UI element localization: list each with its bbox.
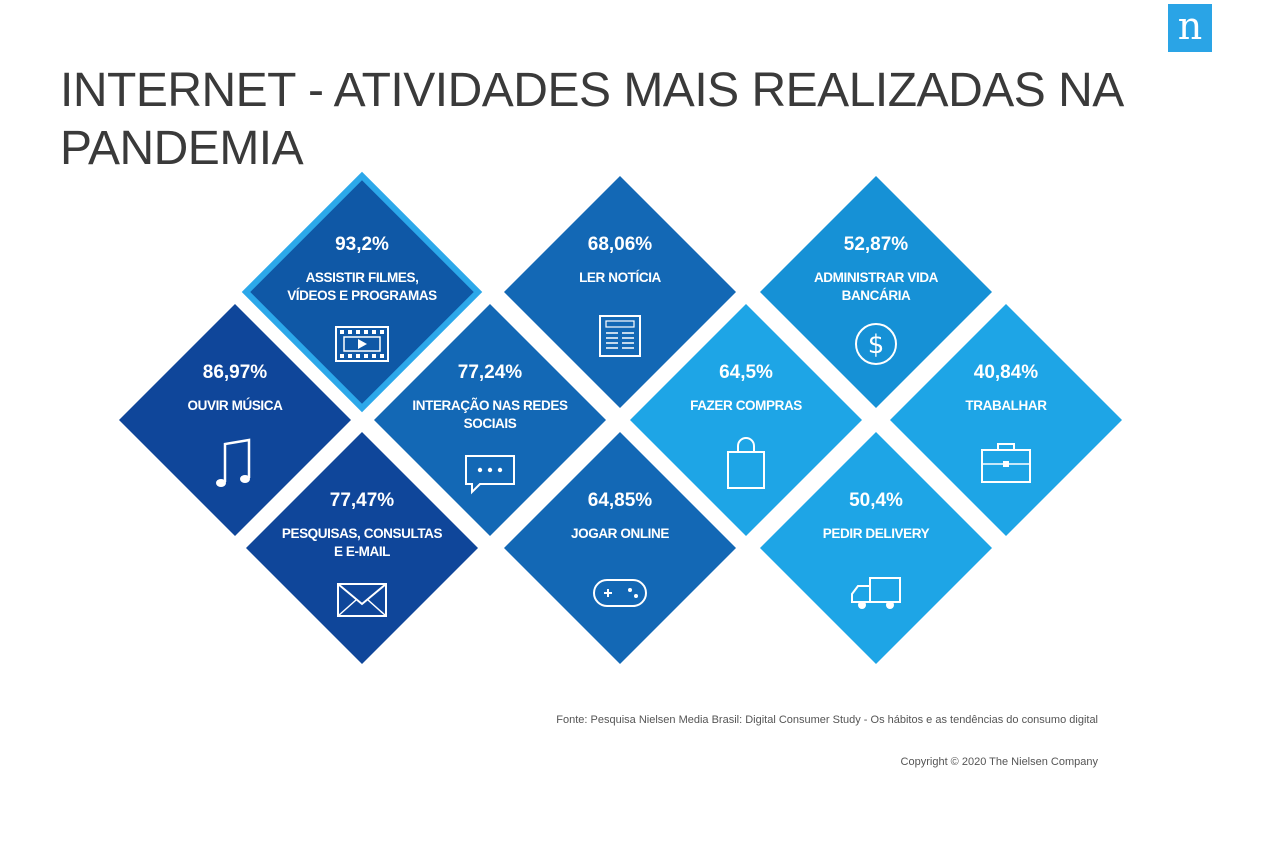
- chat-icon: [465, 455, 515, 495]
- tile-label: PEDIR DELIVERY: [823, 526, 930, 541]
- tile-shape: [890, 304, 1122, 536]
- tile-label: ASSISTIR FILMES,: [306, 270, 419, 285]
- truck-icon: [851, 577, 901, 609]
- tile-shape: [374, 304, 606, 536]
- activity-tile: 93,2% ASSISTIR FILMES, VÍDEOS E PROGRAMAS: [241, 171, 483, 413]
- activity-tile: 68,06% LER NOTÍCIA: [504, 176, 736, 408]
- tile-label: BANCÁRIA: [842, 288, 911, 303]
- activity-tile: 64,85% JOGAR ONLINE: [504, 432, 736, 664]
- tile-shape: [760, 432, 992, 664]
- tile-value: 86,97%: [203, 362, 268, 383]
- envelope-icon: [337, 583, 387, 617]
- tile-label: OUVIR MÚSICA: [188, 398, 284, 413]
- activity-tile: 52,87% ADMINISTRAR VIDA BANCÁRIA $: [760, 176, 992, 408]
- shopping-bag-icon: [727, 437, 765, 489]
- tile-value: 77,47%: [330, 490, 395, 511]
- nielsen-logo: n: [1168, 4, 1212, 52]
- tile-shape: [760, 176, 992, 408]
- source-note: Fonte: Pesquisa Nielsen Media Brasil: Di…: [556, 714, 1098, 726]
- briefcase-icon: [981, 443, 1031, 483]
- tile-value: 93,2%: [335, 234, 389, 255]
- activity-tile: 77,24% INTERAÇÃO NAS REDES SOCIAIS: [374, 304, 606, 536]
- music-note-icon: [216, 438, 251, 487]
- tile-label: PESQUISAS, CONSULTAS: [282, 526, 443, 541]
- tile-shape: [246, 432, 478, 664]
- tile-label: FAZER COMPRAS: [690, 398, 802, 413]
- tile-value: 77,24%: [458, 362, 523, 383]
- tile-label: SOCIAIS: [464, 416, 517, 431]
- film-icon: [335, 326, 389, 362]
- svg-text:$: $: [868, 330, 885, 360]
- tile-value: 64,5%: [719, 362, 773, 383]
- activity-tile: 86,97% OUVIR MÚSICA: [119, 304, 351, 536]
- gamepad-icon: [593, 579, 647, 607]
- tile-label: TRABALHAR: [965, 398, 1047, 413]
- dollar-icon: $: [855, 323, 897, 365]
- tile-label: E E-MAIL: [334, 544, 390, 559]
- tile-shape: [504, 432, 736, 664]
- tile-value: 52,87%: [844, 234, 909, 255]
- tile-shape: [119, 304, 351, 536]
- copyright-note: Copyright © 2020 The Nielsen Company: [900, 756, 1098, 768]
- tile-label: LER NOTÍCIA: [579, 270, 661, 285]
- tile-label: ADMINISTRAR VIDA: [814, 270, 939, 285]
- tile-value: 40,84%: [974, 362, 1039, 383]
- tile-shape: [241, 171, 483, 413]
- tile-label: JOGAR ONLINE: [571, 526, 669, 541]
- tile-label: VÍDEOS E PROGRAMAS: [287, 288, 437, 303]
- activity-tile: 77,47% PESQUISAS, CONSULTAS E E-MAIL: [246, 432, 478, 664]
- newspaper-icon: [599, 315, 641, 357]
- activity-tile: 50,4% PEDIR DELIVERY: [760, 432, 992, 664]
- tile-label: INTERAÇÃO NAS REDES: [412, 398, 568, 413]
- nielsen-logo-glyph: n: [1177, 4, 1203, 48]
- tile-value: 64,85%: [588, 490, 653, 511]
- activity-tile: 64,5% FAZER COMPRAS: [630, 304, 862, 536]
- tile-shape: [630, 304, 862, 536]
- tile-value: 50,4%: [849, 490, 903, 511]
- tile-value: 68,06%: [588, 234, 653, 255]
- page-title: INTERNET - ATIVIDADES MAIS REALIZADAS NA…: [60, 64, 1122, 175]
- tile-shape: [504, 176, 736, 408]
- activity-tile: 40,84% TRABALHAR: [890, 304, 1122, 536]
